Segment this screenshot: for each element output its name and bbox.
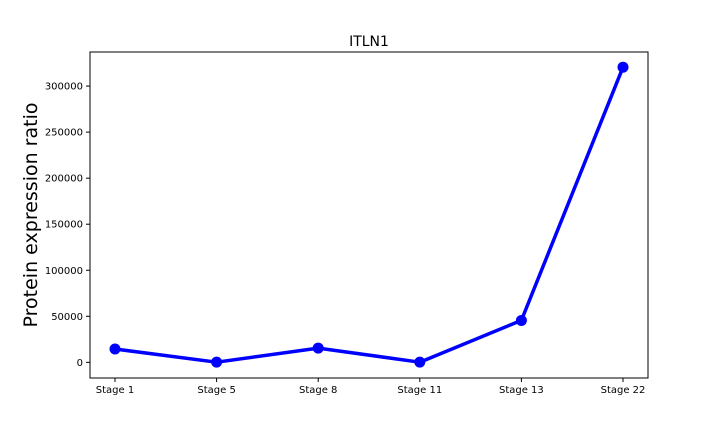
data-point [617, 61, 629, 73]
chart-title: ITLN1 [349, 34, 389, 50]
data-point [515, 314, 527, 326]
y-tick-label: 300000 [45, 82, 83, 93]
y-tick-label: 200000 [45, 174, 83, 185]
y-tick-label: 0 [77, 358, 83, 369]
series-layer [109, 61, 629, 368]
y-tick-label: 50000 [51, 312, 83, 323]
x-tick-label: Stage 13 [499, 385, 544, 396]
x-tick-label: Stage 5 [197, 385, 235, 396]
x-axis-ticks: Stage 1 Stage 5 Stage 8 Stage 11 Stage 13 Sta… [96, 378, 646, 396]
data-point [211, 356, 223, 368]
data-point [414, 356, 426, 368]
x-tick-label: Stage 22 [601, 385, 646, 396]
y-axis-ticks: 0 50000 100000 150000 200000 250000 300000 [45, 82, 90, 369]
x-tick-label: Stage 8 [299, 385, 337, 396]
data-point [312, 342, 324, 354]
plot-area-frame [89, 51, 649, 379]
x-tick-label: Stage 1 [96, 385, 134, 396]
series-line [114, 66, 625, 364]
data-point [109, 343, 121, 355]
x-tick-label: Stage 11 [397, 385, 442, 396]
y-tick-label: 150000 [45, 220, 83, 231]
y-tick-label: 250000 [45, 128, 83, 139]
y-axis-label: Protein expression ratio [20, 103, 42, 328]
y-tick-label: 100000 [45, 266, 83, 277]
